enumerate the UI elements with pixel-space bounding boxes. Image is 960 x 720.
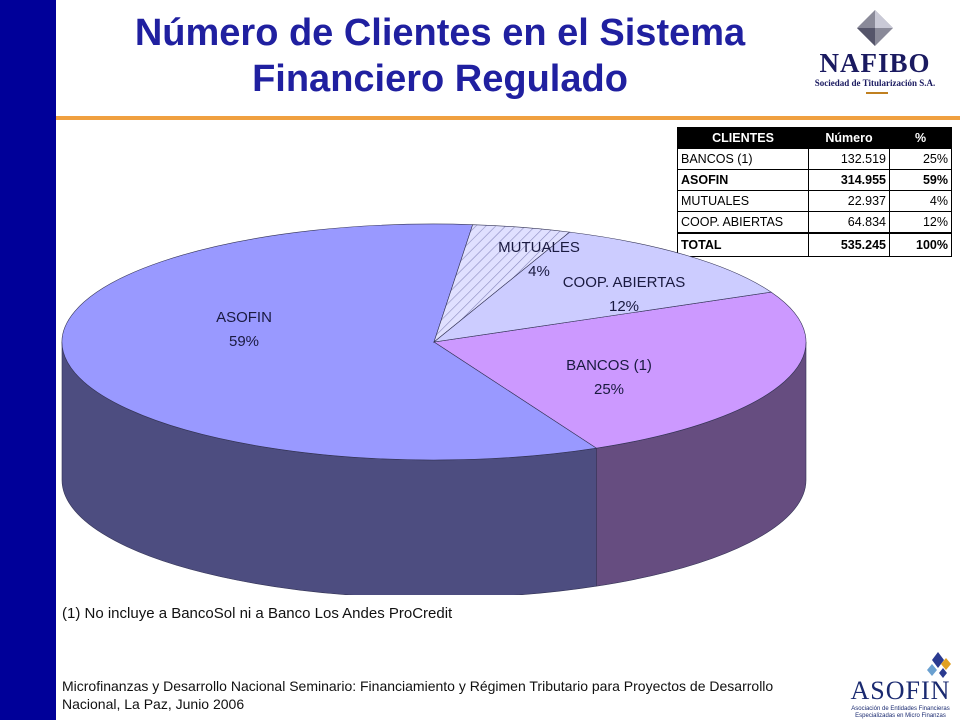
nafibo-logo-underline <box>866 92 888 94</box>
page-title: Número de Clientes en el Sistema Financi… <box>60 10 820 102</box>
table-cell-pct: 59% <box>889 169 952 191</box>
pie-slice-bancos-1 <box>433 291 807 449</box>
asofin-logo-name: ASOFIN <box>850 676 951 705</box>
table-row: BANCOS (1) 132.519 25% <box>677 148 952 170</box>
table-total-pct: 100% <box>889 232 952 257</box>
slice-pct-mutuales: 4% <box>528 263 550 280</box>
source-citation: Microfinanzas y Desarrollo Nacional Semi… <box>62 678 774 712</box>
slice-pct-bancos-1: 25% <box>594 381 624 398</box>
nafibo-logo-name: NAFIBO <box>819 48 931 78</box>
table-cell-number: 22.937 <box>808 190 890 212</box>
table-total-row: TOTAL 535.245 100% <box>677 232 952 257</box>
table-header-numero: Número <box>808 127 890 149</box>
nafibo-logo: NAFIBO Sociedad de Titularización S.A. <box>800 8 950 103</box>
slice-label-coop-abiertas: COOP. ABIERTAS <box>563 274 686 291</box>
table-cell-number: 314.955 <box>808 169 890 191</box>
table-cell-pct: 4% <box>889 190 952 212</box>
slice-label-bancos-1: BANCOS (1) <box>566 357 652 374</box>
clients-table: CLIENTES Número % BANCOS (1) 132.519 25%… <box>677 127 952 257</box>
table-header-clientes: CLIENTES <box>677 127 809 149</box>
table-header-pct: % <box>889 127 952 149</box>
table-cell-label: ASOFIN <box>677 169 809 191</box>
asofin-logo: ASOFIN Asociación de Entidades Financier… <box>848 650 953 719</box>
title-divider <box>56 116 960 120</box>
table-total-label: TOTAL <box>677 232 809 257</box>
slice-pct-coop-abiertas: 12% <box>609 298 639 315</box>
nafibo-logo-tagline: Sociedad de Titularización S.A. <box>814 78 936 88</box>
table-row: MUTUALES 22.937 4% <box>677 190 952 212</box>
table-cell-number: 64.834 <box>808 211 890 234</box>
nafibo-diamond-icon <box>857 10 893 46</box>
table-row: COOP. ABIERTAS 64.834 12% <box>677 211 952 234</box>
table-row: ASOFIN 314.955 59% <box>677 169 952 191</box>
pie-chart: BANCOS (1) 25% ASOFIN 59% MUTUALES 4% COOP. AB… <box>61 223 807 595</box>
table-header-row: CLIENTES Número % <box>677 127 952 149</box>
table-total-number: 535.245 <box>808 232 890 257</box>
asofin-star-icon <box>927 652 951 678</box>
table-cell-number: 132.519 <box>808 148 890 170</box>
footnote: (1) No incluye a BancoSol ni a Banco Los… <box>62 605 453 622</box>
table-cell-label: COOP. ABIERTAS <box>677 211 809 234</box>
pie-slice-coop-abiertas <box>432 231 772 343</box>
page-title-line-1: Número de Clientes en el Sistema <box>134 12 746 54</box>
table-cell-pct: 25% <box>889 148 952 170</box>
slice-label-mutuales: MUTUALES <box>498 239 580 256</box>
left-sidebar-bar <box>0 0 56 720</box>
slice-pct-asofin: 59% <box>229 333 259 350</box>
slice-label-asofin: ASOFIN <box>216 309 272 326</box>
asofin-logo-tagline: Asociación de Entidades Financieras Espe… <box>851 706 950 719</box>
table-cell-pct: 12% <box>889 211 952 234</box>
pie-slice-asofin <box>61 223 598 461</box>
table-cell-label: BANCOS (1) <box>677 148 809 170</box>
page-title-line-2: Financiero Regulado <box>252 58 628 100</box>
table-cell-label: MUTUALES <box>677 190 809 212</box>
